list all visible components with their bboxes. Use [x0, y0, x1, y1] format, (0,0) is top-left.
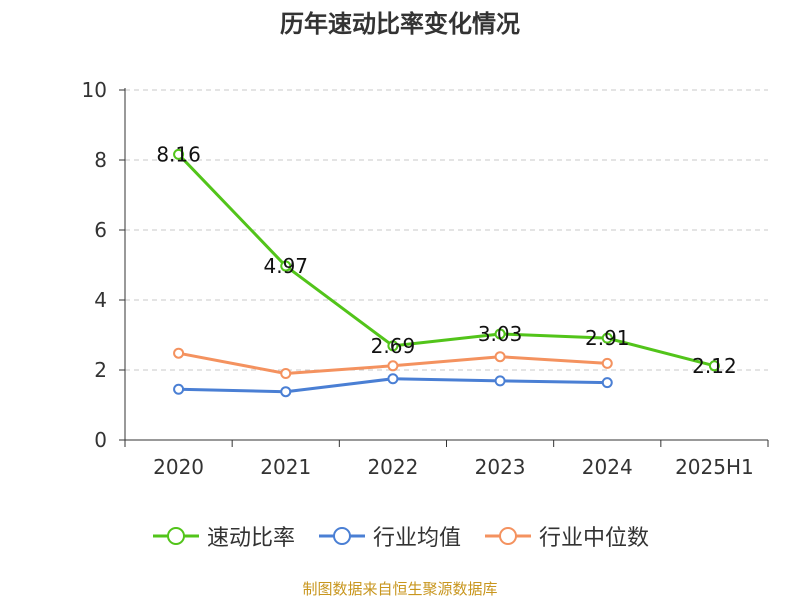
- data-point: [387, 340, 399, 352]
- data-point: [494, 351, 506, 363]
- data-point: [173, 347, 185, 359]
- legend-label: 速动比率: [206, 526, 295, 551]
- data-point: [601, 332, 613, 344]
- legend-line-marker-icon: [485, 527, 531, 545]
- data-label: 2.12: [692, 354, 737, 378]
- legend-item[interactable]: 速动比率: [151, 520, 295, 552]
- legend-label: 行业均值: [372, 526, 461, 551]
- data-label: 2.91: [585, 326, 630, 350]
- y-tick-label: 4: [94, 288, 107, 312]
- data-point: [387, 360, 399, 372]
- data-point: [601, 377, 613, 389]
- y-tick-label: 0: [94, 428, 107, 452]
- data-label: 2.69: [371, 334, 416, 358]
- legend-line-marker-icon: [318, 527, 365, 545]
- legend: 速动比率 行业均值 行业中位数: [0, 518, 800, 554]
- data-point: [280, 386, 292, 398]
- x-tick-label: 2022: [367, 455, 418, 479]
- data-label: 8.16: [156, 142, 201, 166]
- data-point: [494, 375, 506, 387]
- legend-label: 行业中位数: [539, 526, 650, 551]
- legend-item[interactable]: 行业中位数: [483, 520, 649, 552]
- x-tick-label: 2021: [260, 455, 311, 479]
- y-tick-label: 2: [94, 358, 107, 382]
- data-point: [280, 368, 292, 379]
- y-tick-label: 6: [94, 218, 107, 242]
- data-point: [601, 357, 613, 369]
- x-tick-label: 2025H1: [675, 455, 754, 479]
- legend-line-marker-icon: [152, 527, 199, 545]
- data-point: [173, 148, 185, 160]
- x-tick-label: 2024: [582, 455, 633, 479]
- y-tick-label: 10: [82, 78, 107, 102]
- data-point: [387, 373, 399, 385]
- gridlines: [125, 89, 768, 371]
- legend-item[interactable]: 行业均值: [317, 520, 461, 552]
- data-label: 4.97: [263, 254, 308, 278]
- data-point: [708, 360, 720, 372]
- data-labels: 8.16 4.97 2.69 3.03 2.91 2.12: [156, 142, 736, 377]
- axes: 0 2 4 6 8 10 2020 2021 2022 2023 2024 2025H1: [82, 78, 769, 479]
- data-point: [280, 260, 292, 272]
- source-note: 制图数据来自恒生聚源数据库: [302, 580, 498, 598]
- series-line: [177, 152, 716, 368]
- chart-title: 历年速动比率变化情况: [280, 10, 520, 38]
- x-tick-label: 2023: [475, 455, 526, 479]
- data-point: [494, 328, 506, 340]
- series-lines: [173, 148, 720, 398]
- data-label: 3.03: [478, 322, 523, 346]
- y-tick-label: 8: [94, 148, 107, 172]
- x-tick-label: 2020: [153, 455, 204, 479]
- data-point: [173, 383, 185, 395]
